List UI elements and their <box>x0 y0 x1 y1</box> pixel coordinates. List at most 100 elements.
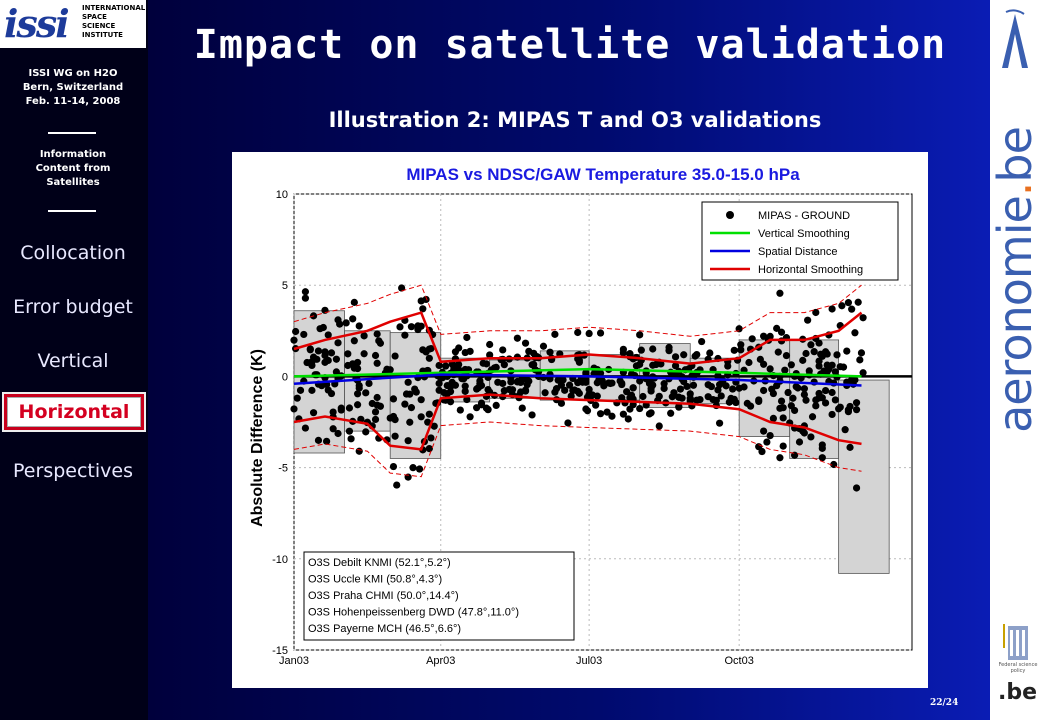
nav-vertical[interactable]: Vertical <box>37 350 109 372</box>
aeronomie-logo: aeronomie.be <box>988 127 1040 433</box>
data-point <box>482 404 491 412</box>
data-point <box>760 332 768 340</box>
data-point <box>324 356 332 365</box>
data-point <box>769 389 777 398</box>
data-point <box>787 402 795 410</box>
data-point <box>852 406 861 414</box>
data-point <box>800 385 808 393</box>
data-point <box>693 350 701 359</box>
data-point <box>505 385 513 394</box>
data-point <box>406 390 414 398</box>
chart: MIPAS vs NDSC/GAW Temperature 35.0-15.0 … <box>249 165 913 667</box>
data-point <box>353 358 362 367</box>
data-point <box>541 389 549 397</box>
data-point <box>626 350 634 358</box>
data-point <box>455 360 463 369</box>
data-point <box>342 319 350 327</box>
nav-horizontal[interactable]: Horizontal <box>2 392 146 432</box>
data-point <box>748 335 756 343</box>
data-point <box>561 386 569 394</box>
data-point <box>846 443 854 451</box>
data-point <box>308 386 316 394</box>
data-point <box>301 288 310 296</box>
issi-logo-text: INTERNATIONAL SPACE SCIENCE INSTITUTE <box>82 4 146 39</box>
nav-collocation[interactable]: Collocation <box>20 242 126 264</box>
data-point <box>639 392 647 401</box>
data-point <box>857 349 866 357</box>
data-point <box>686 390 694 398</box>
section-line-3: Satellites <box>46 177 100 188</box>
data-point <box>376 402 385 410</box>
data-point <box>360 350 368 358</box>
data-point <box>777 397 786 405</box>
data-point <box>373 393 381 402</box>
data-point <box>779 404 787 412</box>
x-tick-label: Apr03 <box>426 655 455 667</box>
data-point <box>737 346 745 354</box>
data-point <box>769 414 777 422</box>
data-point <box>570 386 579 394</box>
data-point <box>456 406 464 414</box>
x-tick-label: Jul03 <box>576 655 602 667</box>
data-point <box>323 437 331 445</box>
meeting-line-2: Bern, Switzerland <box>22 82 124 93</box>
data-point <box>391 352 399 360</box>
section-line-1: Information <box>39 149 107 160</box>
data-point <box>347 435 355 443</box>
data-point <box>466 413 474 421</box>
data-point <box>815 357 823 365</box>
horizontal-smoothing-upper-dashed <box>293 284 862 337</box>
data-point <box>345 404 354 412</box>
data-point <box>417 396 425 404</box>
data-point <box>435 379 443 388</box>
data-point <box>585 329 593 338</box>
data-point <box>296 386 305 394</box>
data-point <box>828 410 836 419</box>
data-point <box>773 324 781 332</box>
data-point <box>760 386 768 395</box>
data-point <box>655 422 663 430</box>
data-point <box>585 385 593 394</box>
right-logo-strip <box>990 0 1040 720</box>
data-point <box>833 351 841 359</box>
nav-horizontal-label: Horizontal <box>7 397 141 427</box>
data-point <box>807 341 815 349</box>
data-point <box>802 396 810 404</box>
data-point <box>619 410 627 418</box>
data-point <box>828 305 836 313</box>
nav-error-budget[interactable]: Error budget <box>13 296 133 318</box>
issi-logo-mark: issi <box>4 1 70 46</box>
data-point <box>763 438 771 446</box>
data-point <box>301 294 310 302</box>
data-point <box>629 384 637 392</box>
data-point <box>760 360 768 368</box>
data-point <box>401 400 409 408</box>
data-point <box>528 361 536 369</box>
data-point <box>665 347 673 355</box>
data-point <box>362 389 370 397</box>
data-point <box>313 355 321 363</box>
data-point <box>787 361 795 369</box>
data-point <box>389 462 398 471</box>
data-point <box>360 332 368 340</box>
nav-perspectives[interactable]: Perspectives <box>13 460 133 482</box>
aeronomie-triangle-icon <box>1002 9 1028 68</box>
x-tick-label: Oct03 <box>724 655 753 667</box>
station-label: O3S Payerne MCH (46.5°,6.6°) <box>308 623 461 635</box>
data-point <box>596 410 605 418</box>
vertical-smoothing-line <box>293 367 862 378</box>
data-point <box>407 404 416 412</box>
data-point <box>574 328 582 337</box>
data-point <box>404 437 412 445</box>
data-point <box>324 331 332 339</box>
data-point <box>859 369 867 377</box>
data-point <box>371 351 380 360</box>
data-point <box>314 436 323 444</box>
data-point <box>795 438 804 446</box>
chart-title: MIPAS vs NDSC/GAW Temperature 35.0-15.0 … <box>406 165 800 184</box>
data-point <box>632 362 641 370</box>
data-point <box>528 411 536 419</box>
data-point <box>737 341 745 349</box>
y-tick-label: 10 <box>276 189 288 201</box>
data-point <box>327 349 336 357</box>
